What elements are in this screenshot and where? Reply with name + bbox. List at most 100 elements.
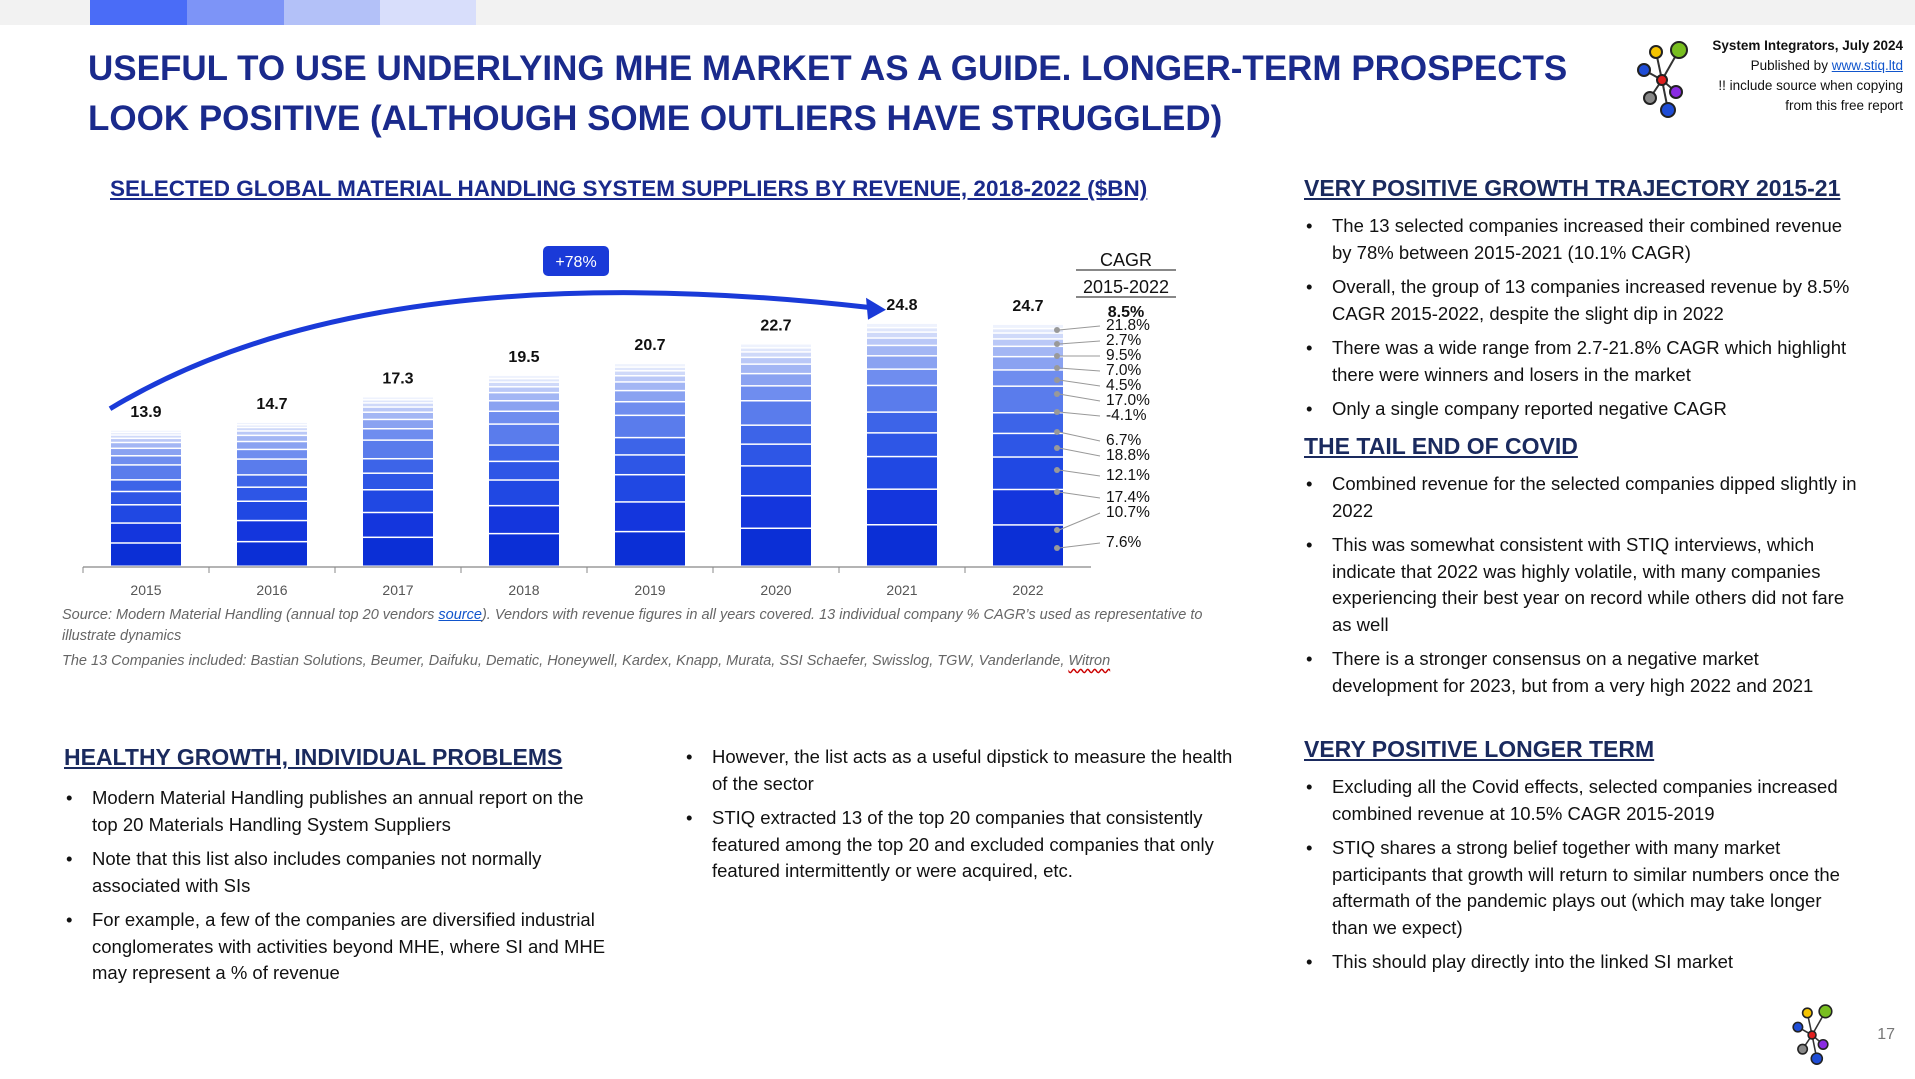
x-tick-2020: 2020 — [760, 582, 791, 598]
cagr-dot-1 — [1054, 327, 1060, 333]
bar-2019-segment-6 — [615, 416, 685, 437]
cagr-dot-2 — [1054, 341, 1060, 347]
cagr-label-4: 7.0% — [1106, 362, 1142, 379]
bar-2015-segment-1 — [111, 543, 181, 566]
cagr-leader-8 — [1058, 431, 1101, 442]
source-link[interactable]: source — [438, 607, 482, 623]
bar-2015-segment-13 — [111, 430, 181, 432]
right-1-bullet-3: There was a wide range from 2.7-21.8% CA… — [1304, 335, 1859, 388]
bar-2018-segment-4 — [489, 462, 559, 480]
bar-2015-segment-3 — [111, 505, 181, 523]
bar-2021-segment-11 — [867, 332, 937, 338]
cagr-dot-13 — [1054, 545, 1060, 551]
cagr-leader-1 — [1058, 325, 1101, 331]
bar-2022-segment-5 — [993, 413, 1063, 433]
bar-2015-segment-10 — [111, 439, 181, 442]
bar-2021-segment-1 — [867, 525, 937, 566]
cagr-label-2: 2.7% — [1106, 332, 1142, 349]
bar-2019-segment-2 — [615, 502, 685, 531]
bar-2018-segment-6 — [489, 424, 559, 445]
cagr-leader-7 — [1058, 411, 1101, 417]
cagr-label-5: 4.5% — [1106, 377, 1142, 394]
bar-2022-segment-7 — [993, 370, 1063, 386]
left-section-bullets: Modern Material Handling publishes an an… — [64, 785, 614, 995]
bar-2021-segment-4 — [867, 433, 937, 456]
cagr-dot-7 — [1054, 409, 1060, 415]
bar-2017-segment-3 — [363, 490, 433, 512]
bar-2021-segment-12 — [867, 328, 937, 332]
bar-2017-segment-12 — [363, 400, 433, 403]
bar-2015-segment-7 — [111, 456, 181, 465]
cagr-label-10: 12.1% — [1106, 467, 1150, 484]
bar-2022-segment-4 — [993, 434, 1063, 457]
cagr-leader-9 — [1058, 447, 1101, 457]
top-accent-bar — [0, 0, 1915, 25]
bar-2019-segment-11 — [615, 371, 685, 376]
cagr-label-11: 17.4% — [1106, 489, 1150, 506]
bar-2021-segment-10 — [867, 338, 937, 345]
bar-2018-segment-1 — [489, 534, 559, 566]
page-title: USEFUL TO USE UNDERLYING MHE MARKET AS A… — [88, 49, 1568, 138]
right-3-bullet-1: Excluding all the Covid effects, selecte… — [1304, 774, 1859, 827]
middle-section-bullets: However, the list acts as a useful dipst… — [684, 744, 1234, 893]
bar-2016-segment-11 — [237, 428, 307, 431]
bar-2019-segment-5 — [615, 438, 685, 455]
cagr-leader-5 — [1058, 379, 1101, 387]
cagr-label-3: 9.5% — [1106, 347, 1142, 364]
cagr-dot-4 — [1054, 365, 1060, 371]
bar-2017-segment-7 — [363, 429, 433, 440]
brand-published-line: Published by www.stiq.ltd — [1673, 56, 1903, 76]
total-label-2021: 24.8 — [886, 297, 917, 314]
bar-2017-segment-13 — [363, 397, 433, 400]
brand-copy-note: !! include source when copying — [1718, 78, 1903, 93]
bar-2022-segment-2 — [993, 490, 1063, 525]
bar-2020-segment-6 — [741, 401, 811, 425]
bar-2016-segment-3 — [237, 501, 307, 520]
cagr-leader-10 — [1058, 469, 1101, 477]
source-suffix: ). Vendors with revenue figures in all y… — [62, 607, 1203, 644]
total-label-2016: 14.7 — [256, 396, 287, 413]
cagr-header-line1: CAGR — [1100, 250, 1152, 270]
total-label-2022: 24.7 — [1012, 298, 1043, 315]
x-tick-2021: 2021 — [886, 582, 917, 598]
bar-2022-segment-11 — [993, 333, 1063, 339]
bar-2015-segment-9 — [111, 443, 181, 448]
bar-2022-segment-6 — [993, 386, 1063, 412]
right-1-bullet-2: Overall, the group of 13 companies incre… — [1304, 274, 1859, 327]
bar-2020-segment-3 — [741, 466, 811, 495]
revenue-stacked-bar-chart: 13.9 2015 14.7 2016 17.3 2017 19.5 2018 20.7 2019… — [82, 246, 1176, 598]
bar-2016-segment-13 — [237, 422, 307, 425]
bar-2015-segment-6 — [111, 465, 181, 480]
bar-2019-segment-9 — [615, 382, 685, 390]
bar-2017-segment-8 — [363, 420, 433, 429]
bar-2021-segment-6 — [867, 386, 937, 412]
bar-2021-segment-2 — [867, 489, 937, 525]
total-label-2018: 19.5 — [508, 349, 539, 366]
source-line: Source: Modern Material Handling (annual… — [62, 605, 1242, 647]
x-tick-2018: 2018 — [508, 582, 539, 598]
right-section-heading-1: VERY POSITIVE GROWTH TRAJECTORY 2015-21 — [1304, 175, 1841, 201]
bar-2021-segment-3 — [867, 457, 937, 489]
cagr-label-6: 17.0% — [1106, 392, 1150, 409]
cagr-total: 8.5% — [1108, 304, 1144, 321]
right-section-bullets-2: Combined revenue for the selected compan… — [1304, 471, 1859, 707]
right-3-bullet-3: This should play directly into the linke… — [1304, 949, 1859, 976]
cagr-dot-10 — [1054, 467, 1060, 473]
cagr-dot-12 — [1054, 527, 1060, 533]
brand-report-name: System Integrators, July 2024 — [1712, 38, 1903, 53]
bar-2020-segment-11 — [741, 352, 811, 357]
bar-2018-segment-11 — [489, 382, 559, 387]
cagr-label-12: 10.7% — [1106, 504, 1150, 521]
bar-2016-segment-10 — [237, 431, 307, 435]
bar-2017-segment-1 — [363, 538, 433, 566]
cagr-dot-3 — [1054, 353, 1060, 359]
brand-published-label: Published by — [1750, 58, 1828, 73]
bar-2019-segment-10 — [615, 376, 685, 382]
brand-website-link[interactable]: www.stiq.ltd — [1831, 58, 1903, 73]
cagr-dot-5 — [1054, 377, 1060, 383]
bar-2019-segment-7 — [615, 402, 685, 415]
growth-annotation-text: +78% — [555, 254, 596, 271]
x-tick-2019: 2019 — [634, 582, 665, 598]
bar-2016-segment-7 — [237, 450, 307, 459]
bar-2018-segment-7 — [489, 412, 559, 424]
